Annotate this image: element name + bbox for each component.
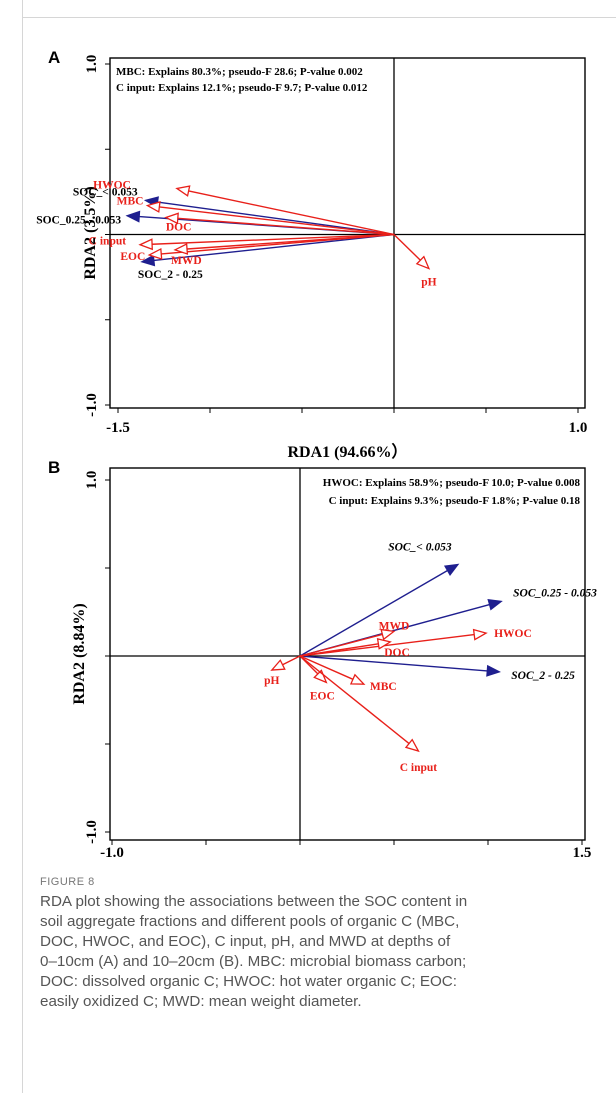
caption-line: RDA plot showing the associations betwee…: [40, 893, 468, 910]
y-axis-label: RDA2 (8.84%): [71, 603, 88, 704]
x-tick-label: -1.5: [106, 420, 130, 436]
variable-vector-label: MBC: [370, 681, 397, 693]
variable-vector-label: MWD: [379, 620, 410, 632]
y-tick-label: 1.0: [84, 55, 100, 74]
y-tick-label: -1.0: [84, 393, 100, 417]
soc-vector-line: [299, 569, 448, 657]
panel-letter: A: [48, 48, 60, 67]
soc-vector-arrowhead: [125, 210, 141, 223]
variable-vector-label: DOC: [384, 647, 410, 659]
variable-vector-label: pH: [264, 675, 279, 687]
stats-annotation: C input: Explains 9.3%; pseudo-F 1.8%; P…: [329, 495, 581, 507]
variable-vector-line: [299, 643, 379, 657]
variable-vector-line: [299, 633, 383, 657]
variable-vector-line: [159, 206, 395, 236]
y-axis-label: RDA2 (3.5%): [82, 186, 99, 279]
rda-figure: A -1.5 1.0 1.0 -1.0 RDA1 (94.66%） RDA2 (3.5%) M…: [36, 48, 597, 861]
rda-panel-a: A -1.5 1.0 1.0 -1.0 RDA1 (94.66%） RDA2 (3.5%) M…: [36, 48, 587, 461]
soc-vector-line: [153, 233, 395, 262]
variable-vector-arrowhead: [145, 201, 161, 213]
variable-vector-line: [188, 190, 395, 236]
variable-vector-label: EOC: [120, 251, 145, 263]
variable-vector-label: HWOC: [494, 628, 532, 640]
figure-label: FIGURE 8: [40, 876, 95, 888]
variable-vector-line: [282, 655, 301, 666]
figure-caption-block: FIGURE 8 RDA plot showing the associatio…: [40, 876, 600, 1012]
page-border-left: [22, 0, 23, 1093]
variable-vector-arrowhead: [376, 637, 392, 650]
variable-vector-arrowhead: [175, 185, 191, 197]
soc-vector-label: SOC_2 - 0.25: [511, 670, 575, 682]
soc-vector-arrowhead: [486, 664, 501, 677]
variable-vector-label: MWD: [171, 255, 202, 267]
variable-vector-line: [152, 233, 395, 245]
variable-vector-label: DOC: [166, 221, 192, 233]
caption-line: DOC: dissolved organic C; HWOC: hot wate…: [40, 973, 457, 990]
caption-line: DOC, HWOC, and EOC), C input, pH, and MW…: [40, 933, 451, 950]
stats-annotation: C input: Explains 12.1%; pseudo-F 9.7; P…: [116, 82, 368, 94]
soc-vector-label: SOC_0.25 - 0.053: [513, 587, 597, 599]
soc-vector-label: SOC_0.25 - 0.053: [36, 215, 121, 227]
plot-frame: [109, 57, 586, 409]
x-tick-label: -1.0: [100, 845, 124, 861]
stats-annotation: HWOC: Explains 58.9%; pseudo-F 10.0; P-v…: [323, 477, 581, 489]
x-tick-label: 1.5: [573, 845, 592, 861]
variable-vector-label: pH: [421, 277, 436, 289]
variable-vector-arrowhead: [138, 238, 153, 251]
soc-vector-arrowhead: [487, 598, 503, 611]
variable-vector-arrowhead: [380, 628, 396, 641]
y-tick-label: -1.0: [84, 820, 100, 844]
soc-vector-label: SOC_< 0.053: [73, 186, 138, 198]
caption-line: easily oxidized C; MWD: mean weight diam…: [40, 993, 362, 1010]
variable-vector-arrowhead: [404, 738, 420, 753]
variable-vector-arrowhead: [349, 673, 366, 685]
variable-vector-arrowhead: [415, 255, 431, 270]
variable-vector-arrowhead: [147, 247, 163, 260]
soc-vector-arrowhead: [443, 563, 460, 576]
variable-vector-arrowhead: [270, 659, 286, 671]
variable-vector-line: [299, 655, 354, 680]
stats-annotation: MBC: Explains 80.3%; pseudo-F 28.6; P-va…: [116, 66, 363, 78]
variable-vector-line: [177, 217, 395, 236]
x-tick-label: 1.0: [569, 420, 588, 436]
variable-vector-label: MBC: [117, 196, 144, 208]
caption-line: soil aggregate fractions and different p…: [40, 913, 460, 930]
variable-vector-line: [299, 633, 475, 657]
variable-vector-label: EOC: [310, 690, 335, 702]
variable-vector-arrowhead: [472, 628, 488, 641]
variable-vector-line: [393, 233, 421, 261]
soc-vector-label: SOC_< 0.053: [388, 541, 452, 553]
variable-vector-arrowhead: [164, 212, 179, 225]
x-axis-label: RDA1 (94.66%）: [288, 443, 408, 461]
page-border-top: [22, 17, 616, 18]
variable-vector-line: [186, 233, 395, 250]
panel-letter: B: [48, 458, 60, 477]
variable-vector-label: C input: [89, 236, 127, 248]
plot-frame: [109, 467, 586, 841]
soc-vector-line: [299, 655, 488, 672]
soc-vector-label: SOC_2 - 0.25: [138, 269, 203, 281]
variable-vector-label: HWOC: [93, 179, 131, 191]
variable-vector-line: [299, 655, 410, 745]
variable-vector-arrowhead: [173, 243, 189, 255]
soc-vector-arrowhead: [140, 254, 156, 267]
soc-vector-line: [157, 201, 395, 236]
caption-line: 0–10cm (A) and 10–20cm (B). MBC: microbi…: [40, 953, 467, 970]
variable-vector-label: C input: [400, 762, 438, 774]
y-tick-label: 1.0: [84, 471, 100, 490]
variable-vector-arrowhead: [313, 669, 328, 684]
figure-caption: RDA plot showing the associations betwee…: [40, 892, 600, 1012]
